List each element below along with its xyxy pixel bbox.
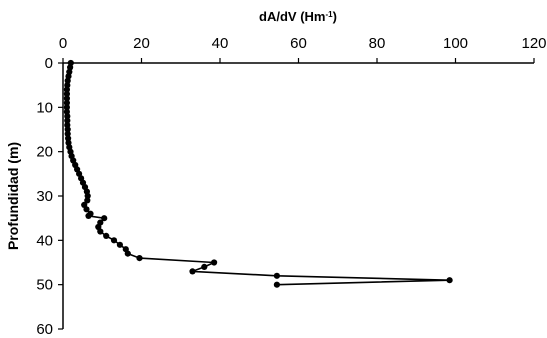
data-point (273, 272, 280, 279)
x-tick-label: 60 (290, 35, 307, 52)
data-point (116, 241, 123, 248)
y-axis-ticks: 0 10 20 30 40 50 60 (36, 55, 63, 338)
y-tick-label: 40 (36, 232, 53, 249)
data-point (84, 197, 91, 204)
y-tick-label: 50 (36, 277, 53, 294)
y-tick-label: 0 (45, 55, 53, 72)
y-axis-title: Profundidad (m) (5, 142, 21, 250)
data-point (189, 268, 196, 275)
data-point (83, 206, 90, 213)
y-tick-label: 20 (36, 144, 53, 161)
y-tick-label: 30 (36, 188, 53, 205)
series-markers (63, 59, 453, 288)
y-tick-label: 10 (36, 99, 53, 116)
x-tick-label: 120 (521, 35, 546, 52)
data-point (136, 255, 143, 262)
data-point (201, 263, 208, 270)
x-tick-label: 0 (59, 35, 67, 52)
data-point (273, 281, 280, 288)
data-point (211, 259, 218, 266)
data-point (63, 90, 70, 98)
plot-area (62, 59, 534, 329)
data-point (64, 117, 71, 124)
data-point (63, 104, 70, 111)
data-point (103, 232, 110, 239)
x-tick-label: 100 (443, 35, 468, 52)
x-axis-ticks: 0 20 40 60 80 100 120 (59, 35, 547, 63)
x-tick-label: 40 (212, 35, 229, 52)
data-point (63, 86, 70, 93)
data-point (64, 113, 71, 120)
x-tick-label: 20 (133, 35, 150, 52)
data-point (64, 130, 71, 137)
data-point (64, 126, 71, 133)
data-point (85, 212, 92, 219)
data-point (124, 250, 131, 257)
data-point (97, 228, 104, 235)
x-axis-title: dA/dV (Hm-1) (259, 9, 337, 24)
data-point (101, 215, 108, 222)
data-point (64, 77, 71, 84)
data-point (446, 277, 453, 284)
data-point (63, 95, 70, 102)
data-point (110, 237, 118, 244)
data-point (63, 99, 70, 106)
x-tick-label: 80 (369, 35, 386, 52)
y-tick-label: 60 (36, 321, 53, 338)
